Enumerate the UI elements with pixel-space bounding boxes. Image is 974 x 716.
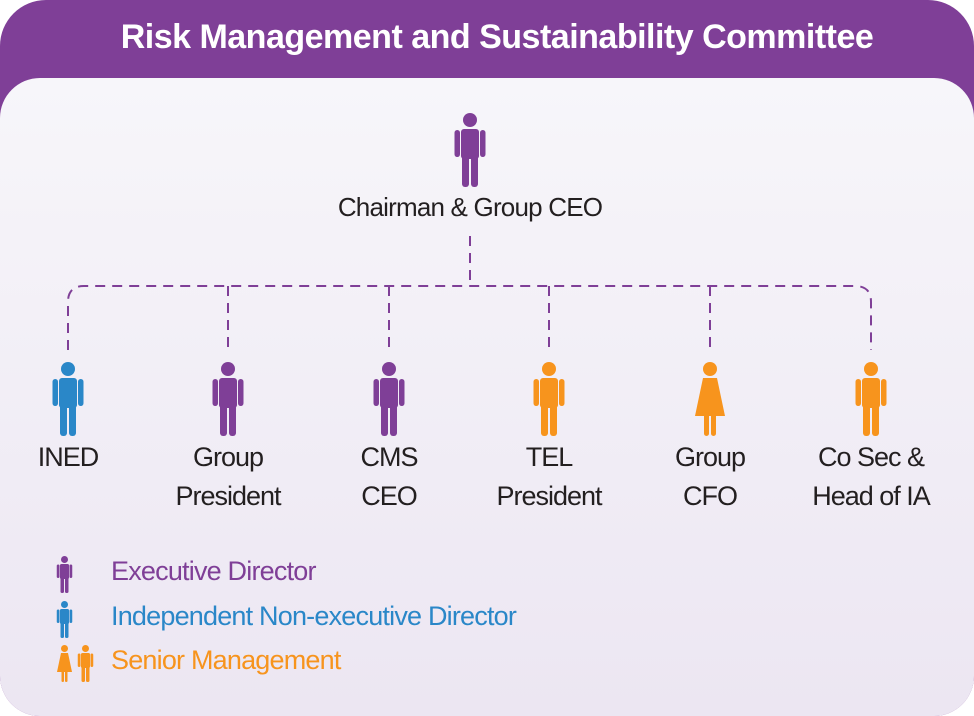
member-label: Co Sec & Head of IA [781,438,961,516]
connector-horizontal [67,285,872,350]
legend-label-independent: Independent Non-executive Director [111,601,517,631]
member-label-line1: Group [674,442,746,472]
org-chart-card [0,78,974,716]
man-icon [56,601,73,638]
member-label: CMS CEO [299,438,479,516]
man-icon [372,362,406,436]
member-label-line2: President [175,481,281,511]
woman-icon [56,645,73,682]
member-label-line1: TEL [525,442,574,472]
member-label-line2: CFO [683,481,738,511]
man-icon [51,362,85,436]
woman-icon [693,362,727,436]
member-label-line2: CEO [361,481,418,511]
man-icon [854,362,888,436]
member-label-line1: CMS [360,442,419,472]
member-label-line1: Group [192,442,264,472]
member-label-line1: INED [37,442,100,472]
member-label-line1: Co Sec & [817,442,925,472]
man-icon [453,113,487,187]
man-icon [532,362,566,436]
legend-label-executive: Executive Director [111,556,316,586]
member-label: Group CFO [620,438,800,516]
legend-label-senior: Senior Management [111,645,341,675]
member-label: TEL President [459,438,639,516]
member-label-line2: Head of IA [812,481,931,511]
chairman-label: Chairman & Group CEO [337,192,603,222]
member-label: Group President [138,438,318,516]
man-icon [56,556,73,593]
member-label: INED [0,438,158,477]
man-icon [77,645,94,682]
man-icon [211,362,245,436]
committee-title: Risk Management and Sustainability Commi… [120,18,874,56]
member-label-line2: President [496,481,602,511]
